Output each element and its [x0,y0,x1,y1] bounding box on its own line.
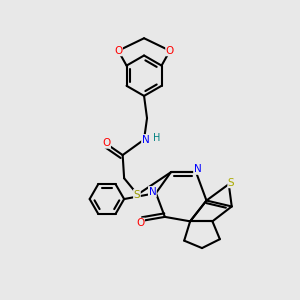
Text: O: O [114,46,122,56]
Text: N: N [142,135,149,145]
Text: H: H [153,133,160,143]
Text: O: O [166,46,174,56]
Text: O: O [102,138,110,148]
Text: N: N [148,187,156,196]
Text: O: O [136,218,144,228]
Text: N: N [194,164,201,174]
Text: S: S [134,190,140,200]
Text: S: S [228,178,235,188]
